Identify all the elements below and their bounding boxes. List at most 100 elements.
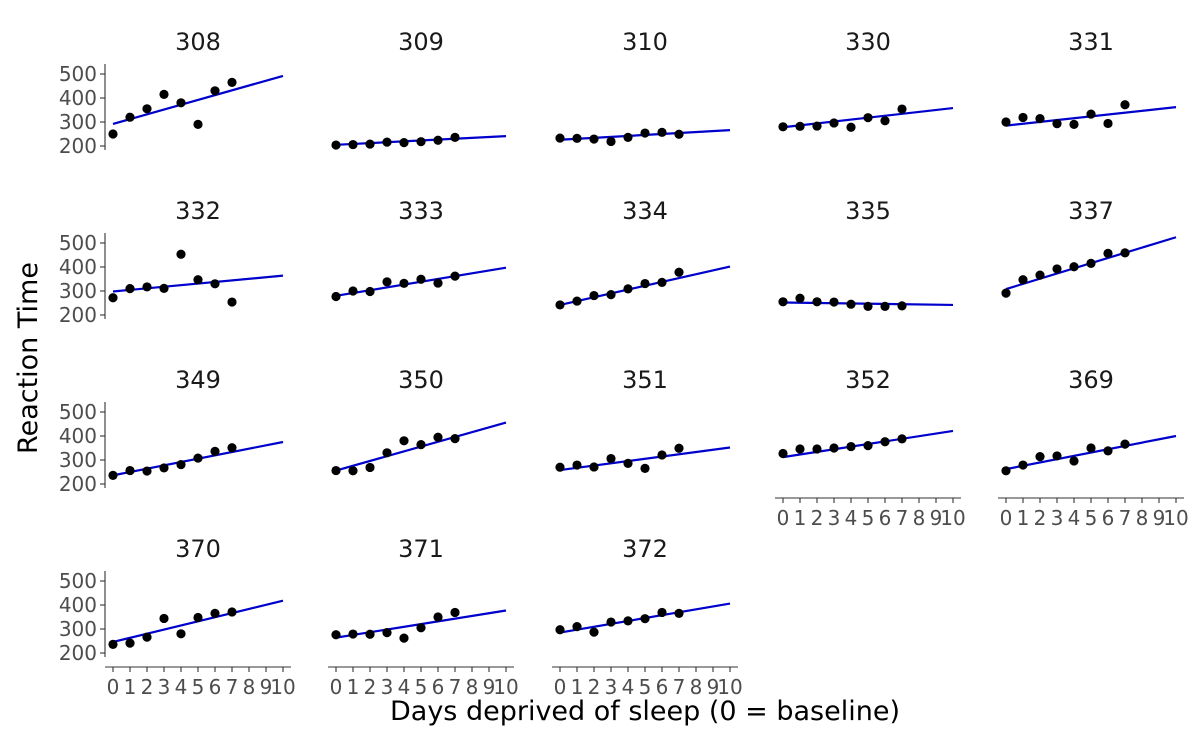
- x-tick-label: 6: [432, 675, 445, 699]
- data-point: [657, 450, 667, 460]
- x-tick-label: 3: [1051, 506, 1064, 530]
- x-tick-label: 0: [330, 675, 343, 699]
- data-point: [1103, 118, 1113, 129]
- y-tick-label: 500: [59, 400, 97, 424]
- data-point: [399, 633, 409, 643]
- data-point: [795, 444, 805, 454]
- data-point: [623, 284, 633, 294]
- data-point: [416, 137, 426, 147]
- data-point: [142, 282, 152, 292]
- x-tick-label: 4: [175, 675, 188, 699]
- y-tick-label: 300: [59, 448, 97, 472]
- data-point: [880, 437, 890, 447]
- panel-310: 310: [555, 28, 731, 147]
- x-tick-label: 10: [493, 675, 518, 699]
- x-tick-label: 3: [828, 506, 841, 530]
- data-point: [1001, 466, 1011, 476]
- y-tick-label: 300: [59, 617, 97, 641]
- data-point: [227, 77, 237, 87]
- panel-title: 310: [622, 28, 668, 56]
- fit-line: [559, 446, 731, 472]
- data-point: [159, 613, 169, 624]
- data-point: [142, 104, 152, 114]
- data-point: [589, 134, 599, 144]
- data-point: [1120, 100, 1130, 110]
- panel-title: 371: [398, 535, 444, 563]
- x-tick-label: 8: [913, 506, 926, 530]
- data-point: [1069, 262, 1079, 272]
- data-point: [433, 612, 443, 622]
- data-point: [778, 122, 788, 132]
- data-point: [812, 121, 822, 131]
- data-point: [572, 296, 582, 306]
- x-tick-label: 9: [707, 675, 720, 699]
- panel-title: 332: [175, 197, 221, 225]
- x-tick-label: 7: [226, 675, 239, 699]
- data-point: [589, 627, 599, 637]
- y-tick-label: 400: [59, 424, 97, 448]
- data-point: [399, 138, 409, 148]
- data-point: [176, 459, 186, 470]
- panel-331: 331: [1001, 28, 1177, 129]
- data-point: [846, 441, 856, 452]
- data-point: [108, 129, 118, 139]
- x-tick-label: 0: [554, 675, 567, 699]
- data-point: [176, 629, 186, 639]
- data-point: [623, 132, 633, 142]
- x-tick-label: 3: [605, 675, 618, 699]
- data-point: [897, 104, 907, 114]
- y-tick-label: 500: [59, 569, 97, 593]
- panel-title: 337: [1068, 197, 1114, 225]
- data-point: [433, 135, 443, 145]
- data-point: [572, 622, 582, 632]
- x-tick-label: 0: [107, 675, 120, 699]
- x-tick-label: 9: [930, 506, 943, 530]
- x-tick-label: 4: [398, 675, 411, 699]
- panel-309: 309: [331, 28, 507, 150]
- data-point: [846, 299, 856, 309]
- data-point: [657, 607, 667, 618]
- x-tick-label: 2: [811, 506, 824, 530]
- fit-line: [112, 74, 284, 125]
- panel-title: 369: [1068, 366, 1114, 394]
- panel-title: 351: [622, 366, 668, 394]
- x-tick-label: 3: [381, 675, 394, 699]
- data-point: [193, 119, 203, 129]
- data-point: [555, 300, 565, 310]
- x-tick-label: 1: [124, 675, 137, 699]
- x-tick-label: 10: [717, 675, 742, 699]
- data-point: [657, 277, 667, 287]
- data-point: [108, 293, 118, 303]
- data-point: [382, 277, 392, 287]
- x-tick-label: 7: [449, 675, 462, 699]
- x-tick-label: 8: [1136, 506, 1149, 530]
- x-tick-label: 2: [364, 675, 377, 699]
- panel-title: 370: [175, 535, 221, 563]
- data-point: [863, 301, 873, 311]
- y-tick-label: 200: [59, 472, 97, 496]
- panel-title: 309: [398, 28, 444, 56]
- data-point: [227, 443, 237, 453]
- data-point: [227, 297, 237, 307]
- data-point: [606, 453, 616, 464]
- data-point: [1086, 109, 1096, 119]
- data-point: [1069, 456, 1079, 466]
- panel-title: 350: [398, 366, 444, 394]
- x-tick-label: 10: [270, 675, 295, 699]
- x-tick-label: 5: [192, 675, 205, 699]
- data-point: [674, 267, 684, 277]
- panel-title: 352: [845, 366, 891, 394]
- panel-333: 333: [331, 197, 507, 302]
- data-point: [623, 616, 633, 626]
- data-point: [210, 86, 220, 96]
- data-point: [572, 133, 582, 143]
- data-point: [108, 470, 118, 480]
- data-point: [778, 448, 788, 459]
- data-point: [1018, 275, 1028, 285]
- data-point: [193, 275, 203, 285]
- x-tick-label: 1: [347, 675, 360, 699]
- data-point: [210, 279, 220, 289]
- data-point: [348, 286, 358, 296]
